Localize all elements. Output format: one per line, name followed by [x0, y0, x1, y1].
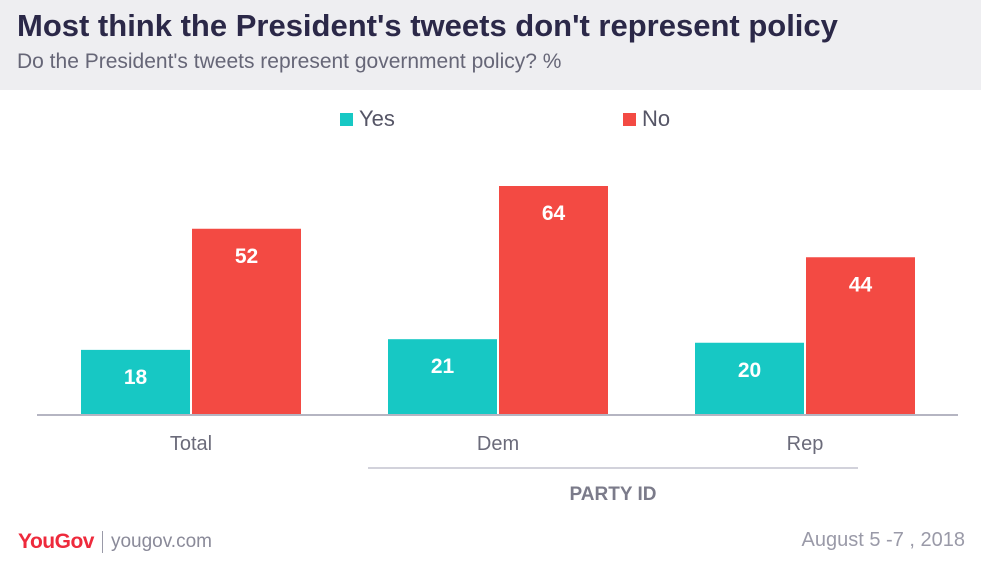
chart-subtitle: Do the President's tweets represent gove…: [17, 50, 562, 73]
data-label-no-total: 52: [235, 245, 258, 268]
legend-label-no: No: [642, 106, 671, 131]
yougov-logo: YouGov: [18, 530, 94, 553]
data-label-yes-rep: 20: [738, 359, 761, 382]
legend-item-yes: Yes: [340, 106, 395, 132]
legend-label-yes: Yes: [359, 106, 395, 131]
bar-chart: 18 52 Total 21 64 Dem 20 44 Rep PARTY ID: [37, 186, 958, 505]
bar-yes-dem: [388, 339, 497, 414]
data-label-yes-total: 18: [124, 366, 148, 389]
bar-no-dem: [499, 186, 608, 414]
footer-date: August 5 -7 , 2018: [801, 529, 965, 551]
bar-yes-total: [81, 349, 190, 414]
chart-title: Most think the President's tweets don't …: [17, 8, 838, 43]
bar-no-total: [192, 228, 301, 414]
legend-swatch-no: [623, 112, 636, 126]
footer-site: yougov.com: [110, 531, 212, 552]
footer-divider: [101, 531, 103, 553]
x-tick-rep: Rep: [787, 433, 824, 455]
header-band: Most think the President's tweets don't …: [0, 0, 981, 90]
bar-yes-rep: [695, 342, 804, 414]
bar-no-rep: [806, 257, 915, 414]
data-label-yes-dem: 21: [431, 355, 455, 378]
data-label-no-dem: 64: [542, 202, 566, 225]
x-tick-dem: Dem: [477, 433, 519, 455]
data-label-no-rep: 44: [849, 273, 873, 296]
x-tick-total: Total: [170, 433, 212, 455]
footer-logo: YouGov yougov.com: [18, 530, 212, 554]
group-label: PARTY ID: [570, 484, 657, 505]
legend-swatch-yes: [340, 112, 353, 126]
legend-item-no: No: [623, 106, 670, 132]
legend: Yes No: [0, 106, 981, 132]
